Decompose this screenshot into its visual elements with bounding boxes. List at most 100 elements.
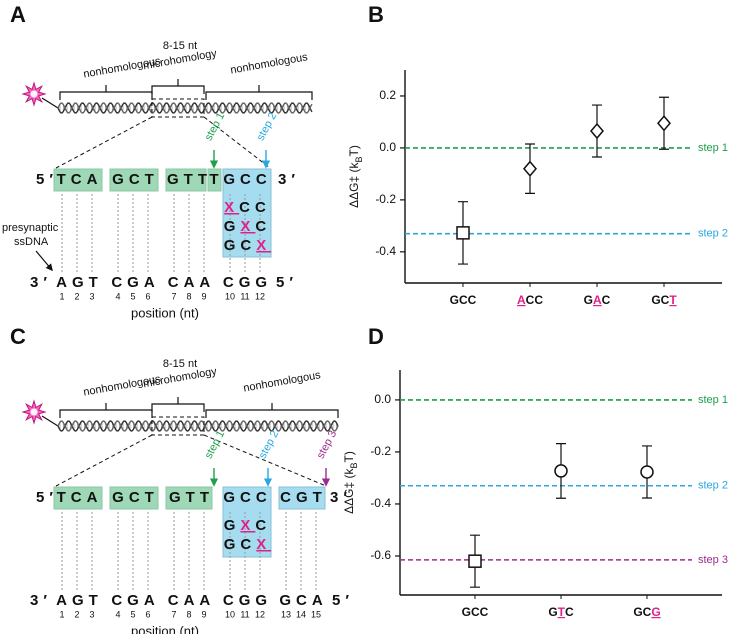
position-number: 9 — [201, 609, 206, 619]
position-number: 1 — [59, 291, 64, 301]
reference-label: step 1 — [698, 394, 728, 406]
sequence: GCC — [223, 171, 271, 188]
strand-end: 3′ — [30, 592, 52, 609]
step-label: step 3 — [315, 429, 340, 461]
position-number: 9 — [201, 291, 206, 301]
x-tick-label: GCC — [462, 605, 489, 619]
sequence-box — [53, 486, 103, 510]
position-number: 4 — [115, 609, 120, 619]
sequence: GCT — [112, 489, 159, 506]
y-axis-label-part: B — [349, 462, 359, 468]
strand-end: 3′ — [278, 171, 300, 188]
panel-label: A — [10, 2, 26, 27]
position-number: 7 — [171, 609, 176, 619]
sequence-box — [109, 168, 159, 192]
position-number: 8 — [186, 291, 191, 301]
y-tick-label: -0.4 — [370, 496, 391, 510]
y-axis-label: ΔΔG‡ (kBT) — [342, 451, 359, 514]
sequence-box — [278, 486, 326, 510]
linker — [41, 415, 59, 427]
position-number: 14 — [296, 609, 306, 619]
fluorophore-core — [30, 90, 38, 98]
zoom-line — [55, 116, 153, 169]
sequence-box — [165, 168, 207, 192]
sequence-box — [53, 168, 103, 192]
panel-label: C — [10, 324, 26, 349]
sequence: GCT — [112, 171, 159, 188]
y-tick-label: 0.0 — [379, 140, 396, 154]
reference-label: step 2 — [698, 228, 728, 240]
y-tick-label: -0.2 — [370, 444, 391, 458]
sequence-box — [222, 486, 272, 558]
y-tick-label: 0.0 — [374, 392, 391, 406]
mutant-sequence: GXC — [224, 517, 272, 534]
linker — [41, 97, 59, 109]
mutant-sequence: GCX — [224, 536, 272, 553]
axis-label: position (nt) — [131, 305, 199, 320]
position-number: 7 — [171, 291, 176, 301]
position-number: 5 — [130, 609, 135, 619]
step-label: step 1 — [203, 429, 228, 461]
zoom-line — [55, 434, 153, 487]
strand-end: 5′ — [332, 592, 354, 609]
position-number: 2 — [74, 291, 79, 301]
marker — [468, 554, 482, 568]
sequence: CGA — [111, 274, 159, 291]
helix-strand — [57, 102, 313, 114]
marker — [554, 464, 568, 478]
mutant-sequence: GCX — [224, 237, 272, 254]
x-tick-label: GTC — [548, 605, 574, 619]
marker — [640, 465, 654, 479]
y-tick-label: 0.2 — [379, 88, 396, 102]
y-tick-label: -0.6 — [370, 548, 391, 562]
reference-label: step 3 — [698, 554, 728, 566]
y-axis-label: ΔΔG‡ (kBT) — [347, 145, 364, 208]
axis-label: position (nt) — [131, 623, 199, 634]
sequence: CAA — [168, 592, 216, 609]
sequence: CAA — [168, 274, 216, 291]
bracket — [205, 403, 339, 418]
position-number: 6 — [145, 609, 150, 619]
sequence: GTT — [167, 171, 212, 188]
step-label: step 1 — [203, 111, 228, 143]
y-tick-label: -0.4 — [375, 244, 396, 258]
strand-end: 3′ — [330, 489, 352, 506]
sequence-box — [165, 486, 213, 510]
sequence: T — [209, 171, 223, 188]
position-number: 15 — [311, 609, 321, 619]
position-number: 11 — [240, 291, 249, 301]
strand-arrow — [35, 250, 53, 272]
sequence: TCA — [57, 489, 103, 506]
reference-label: step 2 — [698, 480, 728, 492]
mutant-sequence: GXC — [224, 218, 272, 235]
sequence: CGG — [223, 592, 272, 609]
position-number: 8 — [186, 609, 191, 619]
bracket — [205, 85, 313, 100]
position-number: 10 — [225, 291, 235, 301]
bracket — [151, 79, 205, 94]
reference-label: step 1 — [698, 142, 728, 154]
position-number: 2 — [74, 609, 79, 619]
y-axis-label-part: ΔΔG‡ (k — [342, 467, 356, 513]
y-axis-label-part: T) — [342, 451, 356, 462]
marker — [523, 160, 537, 177]
x-tick-label: GCG — [633, 605, 660, 619]
marker — [456, 226, 470, 240]
x-tick-label: GCT — [651, 293, 677, 307]
sequence: TCA — [57, 171, 103, 188]
sequence: GTT — [169, 489, 214, 506]
strand-end: 5′ — [36, 489, 58, 506]
position-number: 3 — [89, 291, 94, 301]
mutant-sequence: XCC — [224, 199, 271, 216]
y-axis-label-part: ΔΔG‡ (k — [347, 161, 361, 207]
marker — [590, 122, 604, 140]
position-number: 1 — [59, 609, 64, 619]
sequence: CGA — [111, 592, 159, 609]
y-axis-label-part: T) — [347, 145, 361, 156]
zoom-line — [203, 434, 327, 487]
region-label: nonhomologous — [242, 369, 322, 394]
position-number: 5 — [130, 291, 135, 301]
strand-end: 5′ — [276, 274, 298, 291]
fluorophore-core — [30, 408, 38, 416]
